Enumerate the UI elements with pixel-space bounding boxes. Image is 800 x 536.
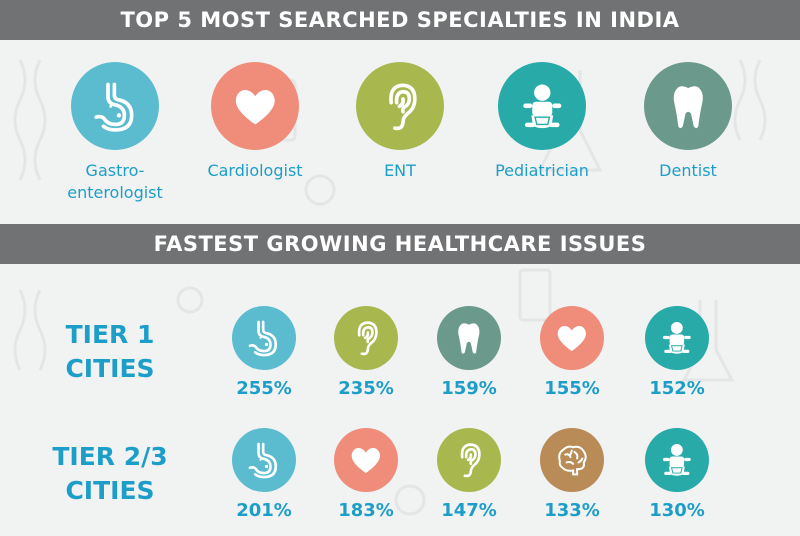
heart-icon [346, 440, 386, 480]
growth-percent: 201% [236, 500, 292, 521]
specialty-label: ENT [384, 161, 416, 180]
specialty-item: Dentist [618, 62, 758, 182]
growth-percent: 147% [441, 500, 497, 521]
brain-icon [552, 440, 592, 480]
tier-label: TIER 2/3 CITIES [52, 442, 168, 505]
tooth-circle [644, 62, 732, 150]
specialty-label: Pediatrician [495, 161, 589, 180]
section1-title: TOP 5 MOST SEARCHED SPECIALTIES IN INDIA [120, 8, 680, 32]
ear-circle [356, 62, 444, 150]
stomach-circle [232, 306, 296, 370]
growth-percent: 159% [441, 378, 497, 399]
growth-percent: 235% [338, 378, 394, 399]
brain-circle [540, 428, 604, 492]
stomach-icon [88, 79, 143, 134]
heart-circle [334, 428, 398, 492]
heart-icon [552, 318, 592, 358]
specialty-label: Gastro-enterologist [67, 161, 163, 202]
specialty-item: Pediatrician [472, 62, 612, 182]
growth-item: 159% [419, 306, 519, 399]
specialty-label: Cardiologist [207, 161, 303, 180]
tooth-circle [437, 306, 501, 370]
section2-title-banner: FASTEST GROWING HEALTHCARE ISSUES [0, 224, 800, 264]
ear-circle [334, 306, 398, 370]
specialty-item: ENT [330, 62, 470, 182]
baby-icon [515, 79, 570, 134]
specialty-label: Dentist [659, 161, 717, 180]
section2-title: FASTEST GROWING HEALTHCARE ISSUES [153, 232, 647, 256]
growth-item: 255% [214, 306, 314, 399]
stomach-icon [244, 440, 284, 480]
heart-icon [228, 79, 283, 134]
heart-circle [211, 62, 299, 150]
baby-circle [645, 306, 709, 370]
growth-item: 133% [522, 428, 622, 521]
ear-icon [373, 79, 428, 134]
stomach-circle [232, 428, 296, 492]
specialty-item: Cardiologist [185, 62, 325, 182]
growth-percent: 152% [649, 378, 705, 399]
heart-circle [540, 306, 604, 370]
stomach-icon [244, 318, 284, 358]
growth-item: 201% [214, 428, 314, 521]
growth-item: 155% [522, 306, 622, 399]
specialty-item: Gastro-enterologist [45, 62, 185, 204]
tooth-icon [661, 79, 716, 134]
section1-title-banner: TOP 5 MOST SEARCHED SPECIALTIES IN INDIA [0, 0, 800, 40]
stomach-circle [71, 62, 159, 150]
growth-percent: 183% [338, 500, 394, 521]
growth-item: 152% [627, 306, 727, 399]
ear-icon [346, 318, 386, 358]
growth-item: 183% [316, 428, 416, 521]
tooth-icon [449, 318, 489, 358]
growth-percent: 130% [649, 500, 705, 521]
growth-item: 235% [316, 306, 416, 399]
baby-circle [645, 428, 709, 492]
tier-label: TIER 1 CITIES [65, 320, 155, 383]
ear-circle [437, 428, 501, 492]
growth-percent: 133% [544, 500, 600, 521]
baby-icon [657, 318, 697, 358]
baby-circle [498, 62, 586, 150]
growth-percent: 155% [544, 378, 600, 399]
ear-icon [449, 440, 489, 480]
growth-percent: 255% [236, 378, 292, 399]
growth-item: 130% [627, 428, 727, 521]
baby-icon [657, 440, 697, 480]
growth-item: 147% [419, 428, 519, 521]
